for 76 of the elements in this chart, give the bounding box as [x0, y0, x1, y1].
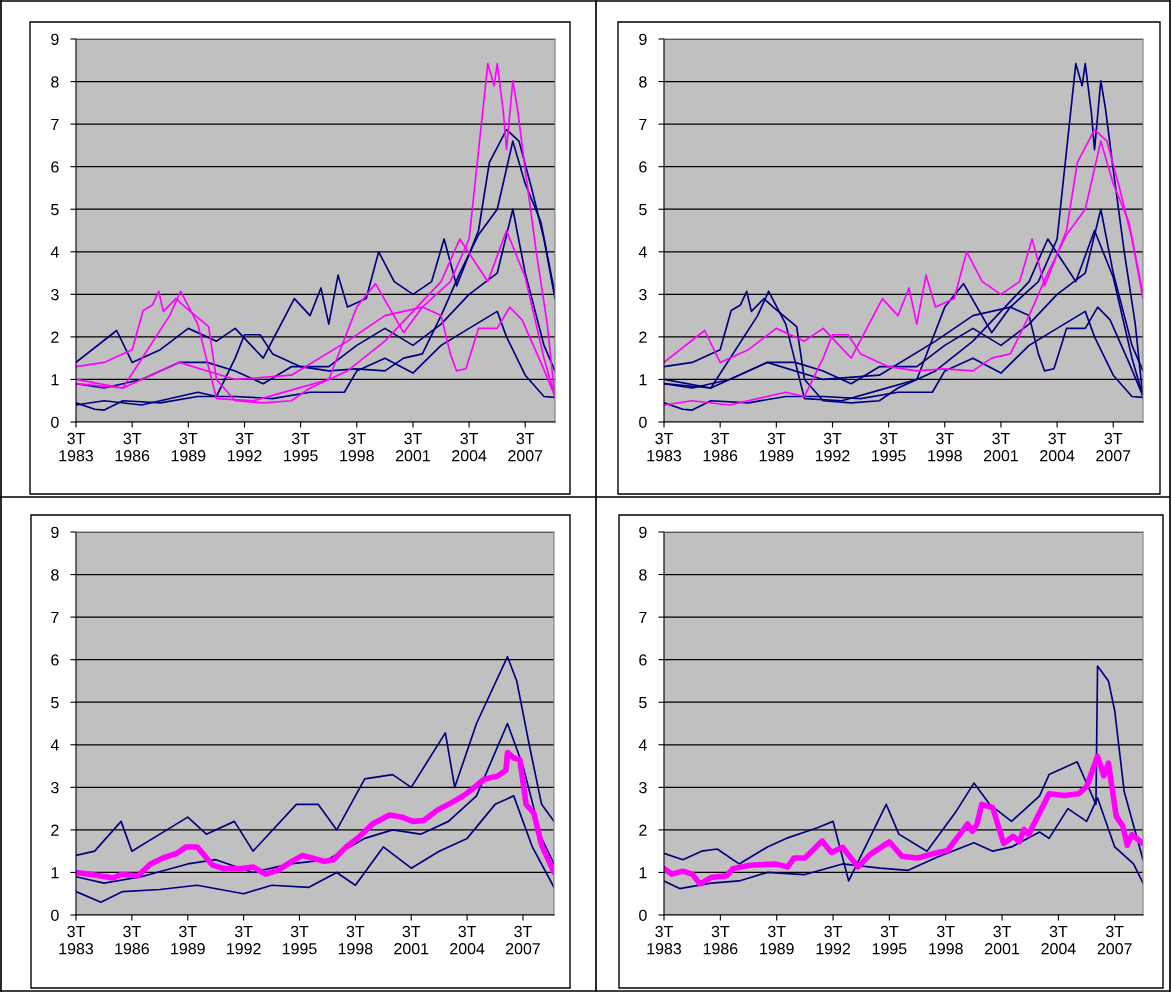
y-tick-label: 4	[50, 739, 59, 751]
x-tick-label: 3T 1983	[647, 925, 682, 955]
y-tick-label: 8	[51, 76, 59, 88]
x-tick-label: 3T 1992	[227, 925, 261, 955]
y-tick-label: 0	[51, 416, 59, 428]
y-tick-label: 3	[51, 288, 59, 301]
x-tick-label: 3T 1986	[703, 432, 738, 462]
y-tick-label: 2	[51, 331, 59, 343]
y-tick-label: 4	[638, 246, 647, 258]
y-tick-label: 6	[51, 161, 59, 173]
y-tick-label: 1	[639, 867, 647, 879]
y-tick-label: 8	[639, 569, 647, 581]
x-tick-label: 3T 1998	[340, 432, 374, 462]
x-tick-label: 3T 1995	[872, 925, 907, 955]
y-tick-label: 5	[51, 204, 59, 216]
x-tick-label: 3T 2004	[1041, 925, 1076, 955]
y-tick-label: 0	[51, 909, 59, 921]
x-tick-label: 3T 1986	[703, 925, 738, 955]
x-tick-label: 3T 1983	[59, 925, 94, 955]
x-tick-label: 3T 2001	[394, 925, 429, 955]
y-tick-label: 7	[51, 118, 59, 130]
y-tick-label: 3	[639, 781, 647, 794]
y-tick-label: 3	[51, 781, 59, 794]
y-tick-label: 0	[639, 909, 647, 921]
y-tick-label: 7	[639, 611, 647, 623]
y-tick-label: 5	[639, 204, 647, 216]
y-tick-label: 4	[50, 246, 59, 258]
y-tick-label: 9	[51, 33, 59, 45]
x-tick-label: 3T 2004	[450, 925, 485, 955]
y-tick-label: 3	[639, 288, 647, 301]
x-tick-label: 3T 1983	[59, 432, 94, 462]
y-tick-label: 2	[639, 824, 647, 836]
x-tick-label: 3T 2007	[505, 925, 540, 955]
x-tick-label: 3T 1986	[115, 432, 150, 462]
x-tick-label: 3T 2004	[452, 432, 487, 462]
x-tick-label: 3T 1983	[647, 432, 682, 462]
y-tick-label: 7	[51, 611, 59, 623]
x-tick-label: 3T 1989	[759, 432, 794, 462]
y-tick-label: 9	[51, 526, 59, 538]
x-tick-label: 3T 1995	[282, 925, 317, 955]
y-tick-label: 5	[51, 697, 59, 709]
x-tick-label: 3T 1989	[760, 925, 794, 955]
y-tick-label: 8	[51, 569, 59, 581]
x-tick-label: 3T 2001	[983, 432, 1018, 462]
x-tick-label: 3T 1995	[284, 432, 318, 462]
y-tick-label: 4	[638, 739, 647, 751]
x-tick-label: 3T 1998	[929, 925, 963, 955]
y-tick-label: 6	[51, 654, 59, 666]
x-tick-label: 3T 2001	[395, 432, 430, 462]
y-tick-label: 7	[639, 118, 647, 130]
x-tick-label: 3T 1992	[816, 925, 851, 955]
y-tick-label: 2	[639, 331, 647, 343]
y-tick-label: 1	[51, 374, 59, 386]
x-tick-label: 3T 1992	[227, 432, 262, 462]
x-tick-label: 3T 1998	[338, 925, 373, 955]
y-tick-label: 9	[639, 526, 647, 538]
y-tick-label: 6	[639, 654, 647, 666]
x-tick-label: 3T 1989	[171, 925, 205, 955]
y-tick-label: 1	[51, 867, 59, 879]
y-tick-label: 2	[51, 824, 59, 836]
y-tick-label: 9	[639, 33, 647, 45]
y-tick-label: 1	[639, 374, 647, 386]
x-tick-label: 3T 2001	[985, 925, 1020, 955]
x-tick-label: 3T 2007	[1096, 432, 1131, 462]
x-tick-label: 3T 1998	[928, 432, 962, 462]
x-tick-label: 3T 2007	[508, 432, 543, 462]
y-tick-label: 0	[639, 416, 647, 428]
y-tick-label: 5	[639, 697, 647, 709]
x-tick-label: 3T 2004	[1040, 432, 1075, 462]
x-tick-label: 3T 1986	[115, 925, 149, 955]
y-tick-label: 6	[639, 161, 647, 173]
x-tick-label: 3T 1995	[872, 432, 906, 462]
x-tick-label: 3T 1989	[171, 432, 206, 462]
y-tick-label: 8	[639, 76, 647, 88]
x-tick-label: 3T 2007	[1097, 925, 1132, 955]
x-tick-label: 3T 1992	[815, 432, 850, 462]
